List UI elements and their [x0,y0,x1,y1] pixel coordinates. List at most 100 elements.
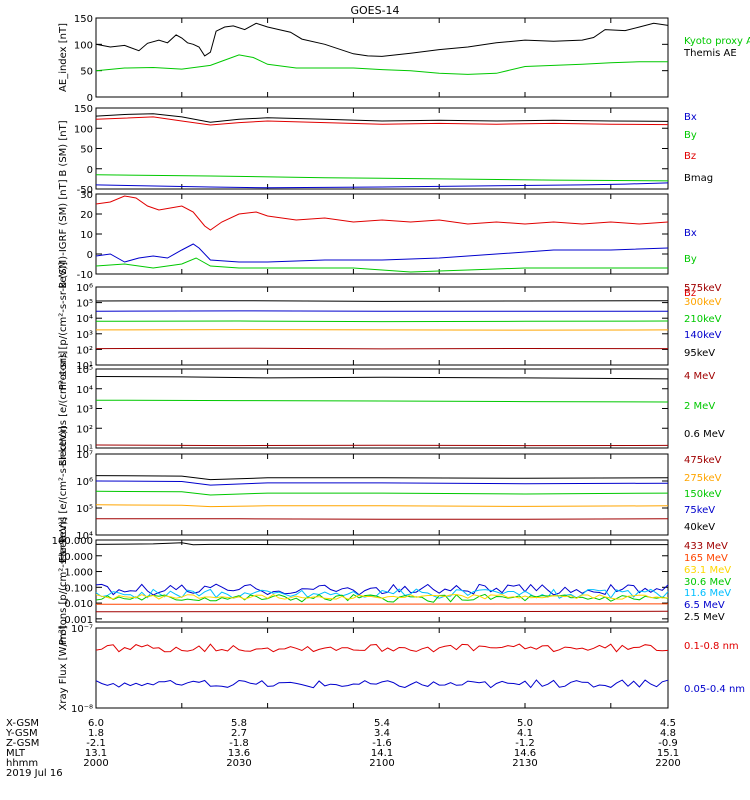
series-line-by [95,257,668,273]
footer-row-label: hhmm [6,758,38,769]
footer-row-label: Y-GSM [5,728,38,739]
series-line-bz [95,116,669,126]
y-tick-label: 10² [76,424,93,435]
panel-1: 0 50 100 150 AE_index [nT] Kyoto proxy AEThem… [58,14,750,104]
y-tick-label: 10⁴ [76,385,93,396]
legend-entry: Themis AE [683,48,737,59]
series-line-575kev [95,347,669,350]
legend-entry: 2 MeV [684,401,715,412]
legend-entry: 0.1-0.8 nm [684,641,739,652]
footer-value: 5.8 [231,718,247,729]
series-line-40kev [95,475,669,481]
y-tick-label: 10² [76,345,93,356]
footer-value: 5.4 [374,718,390,729]
legend-entry: 300keV [684,297,722,308]
legend-entry: 75keV [684,505,715,516]
series-line-2-mev [95,399,669,403]
footer-value: 5.0 [517,718,533,729]
footer-value: 3.4 [374,728,390,739]
y-axis-label: Protons [p/(cm²-s-sr-keV)] [58,262,69,390]
series-line-75kev [95,480,669,486]
series-line-11-6-mev [95,588,669,599]
legend-entry: 30.6 MeV [684,577,731,588]
series-line-0-05-0-4-nm [95,679,669,689]
y-axis-label: Xray Flux [W/m²] [58,625,69,710]
footer-value: 6.0 [88,718,104,729]
footer-value: 15.1 [657,748,679,759]
footer-value: 2100 [369,758,394,769]
y-tick-label: -50 [77,185,93,196]
footer-row-label: 2019 Jul 16 [6,768,63,779]
y-tick-label: 10⁶ [76,477,93,488]
series-line-bx [95,243,669,263]
legend-entry: Bz [684,151,696,162]
y-tick-label: 10⁵ [76,365,93,376]
legend-entry: 475keV [684,455,722,466]
footer-value: 2.7 [231,728,247,739]
legend-entry: 11.6 MeV [684,588,731,599]
y-tick-label: 50 [80,67,93,78]
footer-value: -1.8 [229,738,249,749]
footer-value: 2030 [226,758,251,769]
y-tick-label: 150 [74,14,93,25]
legend-entry: 433 MeV [684,541,728,552]
series-line-95kev [95,300,669,302]
y-tick-label: 10⁷ [76,450,93,461]
legend-entry: Kyoto proxy AE [684,36,750,47]
legend-entry: 275keV [684,473,722,484]
panel-3: -10 0 10 20 30 B (SM)-IGRF (SM) [nT] Bx By Bz [58,179,697,299]
y-tick-label: -10 [77,270,93,281]
y-tick-label: 0.001 [64,615,93,626]
series-line-kyoto-proxy-ae [95,54,668,75]
panel-frame [95,286,669,366]
y-tick-label: 10⁵ [76,299,93,310]
legend-entry: Bmag [684,173,713,184]
y-tick-label: 10⁴ [76,531,93,542]
y-axis-label: B (SM) [nT] [58,120,69,176]
figure-title: GOES-14 [350,4,399,17]
panel-5: 10¹ 10² 10³ 10⁴ 10⁵ Electrons [e/(cm²-s-sr)] 4… [58,351,725,467]
legend-entry: 210keV [684,314,722,325]
footer-value: 2130 [512,758,537,769]
y-tick-label: 10⁻⁷ [71,624,93,635]
y-axis-label: AE_index [nT] [58,23,69,92]
y-axis-label: Electrons [e/(cm²-s-sr-keV)] [58,426,69,563]
series-line-0-1-0-8-nm [95,643,669,653]
y-tick-label: 10¹ [76,361,93,372]
series-line-0-6-mev [95,376,669,380]
series-line-275kev [95,504,669,508]
legend-entry: 95keV [684,348,715,359]
series-line-themis-ae [95,22,669,57]
panel-frame [95,627,669,709]
series-line-210kev [95,320,669,323]
legend-entry: Bz [684,288,696,299]
legend-entry: 150keV [684,489,722,500]
y-tick-label: 150 [74,104,93,115]
panel-7: 0.001 0.010 0.100 1.000 10.000 100.000Protons… [52,517,732,645]
series-line-6-5-mev [95,583,669,596]
series-line-bx [95,182,669,189]
footer-value: 4.8 [660,728,676,739]
footer-row-label: MLT [6,748,26,759]
legend-entry: Bx [684,112,697,123]
series-line-bz [95,195,669,231]
legend-entry: 0.05-0.4 nm [684,684,745,695]
series-line-bmag [95,113,669,123]
panel-2: -50 0 50 100 150 B (SM) [nT] Bx By Bz Bmag [58,104,713,196]
y-tick-label: 1.000 [64,568,93,579]
footer-value: 14.1 [371,748,393,759]
footer-value: 2000 [83,758,108,769]
panel-6: 10⁴ 10⁵ 10⁶ 10⁷ Electrons [e/(cm²-s-sr-keV)]… [58,426,722,563]
y-tick-label: 10³ [76,405,93,416]
legend-entry: By [684,254,697,265]
y-tick-label: 10.000 [58,552,93,563]
panel-4: 10¹ 10² 10³ 10⁴ 10⁵ 10⁶ Protons [p/(cm²-s-sr-k… [58,262,722,390]
legend-entry: 575keV [684,283,722,294]
legend-entry: 2.5 MeV [684,612,725,623]
y-axis-label: B (SM)-IGRF (SM) [nT] [58,179,69,288]
y-tick-label: 50 [80,145,93,156]
footer-value: 2200 [655,758,680,769]
y-tick-label: 100.000 [52,536,93,547]
y-tick-label: 100 [74,40,93,51]
